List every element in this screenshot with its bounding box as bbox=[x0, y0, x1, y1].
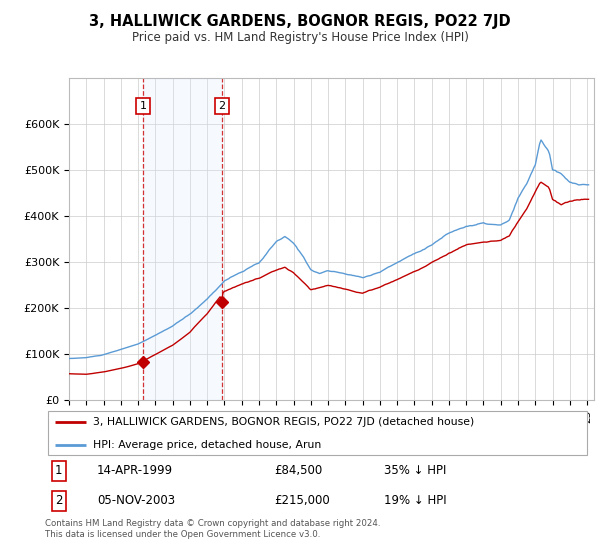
Text: 05-NOV-2003: 05-NOV-2003 bbox=[97, 494, 175, 507]
Text: £215,000: £215,000 bbox=[274, 494, 330, 507]
Text: 3, HALLIWICK GARDENS, BOGNOR REGIS, PO22 7JD: 3, HALLIWICK GARDENS, BOGNOR REGIS, PO22… bbox=[89, 14, 511, 29]
Text: 2: 2 bbox=[55, 494, 62, 507]
Text: Contains HM Land Registry data © Crown copyright and database right 2024.
This d: Contains HM Land Registry data © Crown c… bbox=[45, 519, 380, 539]
Text: 14-APR-1999: 14-APR-1999 bbox=[97, 464, 173, 478]
Text: £84,500: £84,500 bbox=[274, 464, 323, 478]
Text: 1: 1 bbox=[140, 101, 146, 111]
Text: Price paid vs. HM Land Registry's House Price Index (HPI): Price paid vs. HM Land Registry's House … bbox=[131, 31, 469, 44]
Text: 3, HALLIWICK GARDENS, BOGNOR REGIS, PO22 7JD (detached house): 3, HALLIWICK GARDENS, BOGNOR REGIS, PO22… bbox=[93, 417, 474, 427]
Text: HPI: Average price, detached house, Arun: HPI: Average price, detached house, Arun bbox=[93, 440, 321, 450]
FancyBboxPatch shape bbox=[48, 412, 587, 455]
Bar bbox=[143, 78, 221, 400]
Text: 35% ↓ HPI: 35% ↓ HPI bbox=[383, 464, 446, 478]
Text: 2: 2 bbox=[218, 101, 225, 111]
Text: 1: 1 bbox=[55, 464, 62, 478]
Text: 19% ↓ HPI: 19% ↓ HPI bbox=[383, 494, 446, 507]
